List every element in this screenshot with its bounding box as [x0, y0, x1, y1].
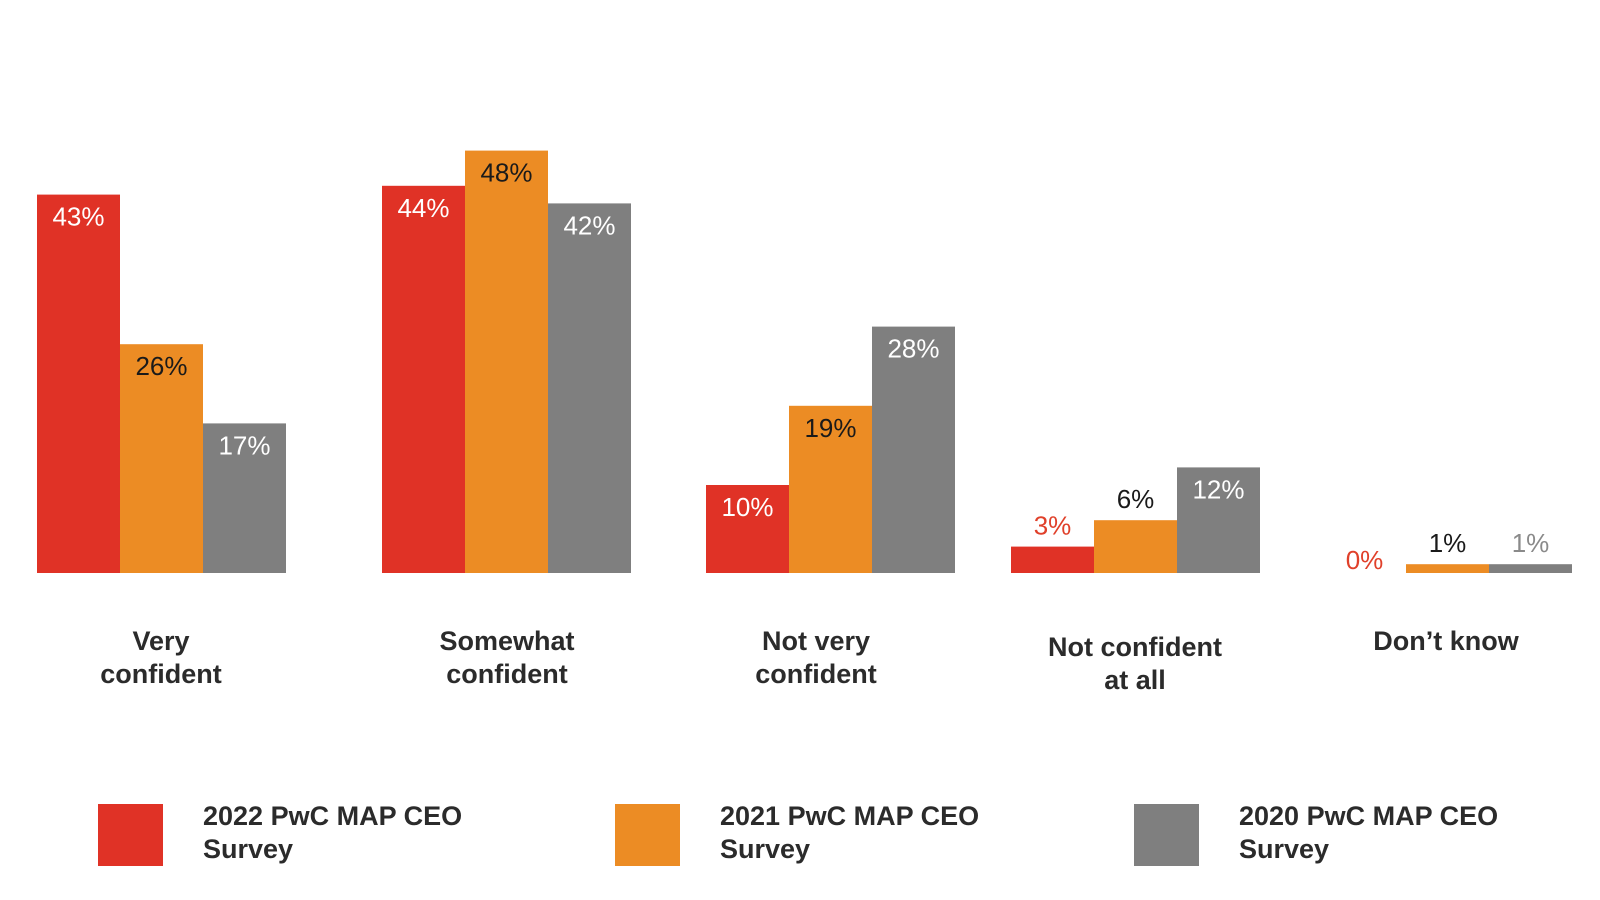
legend-label-2021-line1: 2021 PwC MAP CEO [720, 801, 980, 831]
category-label-4-line0: Don’t know [1373, 626, 1519, 656]
value-label-2022-cat2: 10% [721, 492, 773, 522]
bar-2021-cat0 [120, 344, 203, 573]
legend-label-2020-line2: Survey [1239, 834, 1330, 864]
category-label-1-line0: Somewhat [439, 626, 574, 656]
value-label-2021-cat2: 19% [804, 413, 856, 443]
value-label-2022-cat4: 0% [1346, 545, 1384, 575]
value-label-2020-cat4: 1% [1512, 528, 1550, 558]
value-label-2021-cat0: 26% [135, 351, 187, 381]
legend-label-2020: 2020 PwC MAP CEO Survey [1239, 800, 1539, 866]
bar-2020-cat2 [872, 326, 955, 573]
bar-2020-cat4 [1489, 564, 1572, 573]
bar-2022-cat1 [382, 185, 465, 574]
value-labels-layer: 43% 26% 17% 44% 48% 42% 10% 19% 28% 3% 6% 12% 0% 1% 1% [52, 158, 1549, 575]
category-label-1-line1: confident [446, 659, 568, 689]
legend-label-2022-line2: Survey [203, 834, 294, 864]
bar-2021-cat3 [1094, 520, 1177, 573]
category-label-2-line0: Not very [762, 626, 870, 656]
value-label-2020-cat0: 17% [218, 430, 270, 460]
value-label-2021-cat3: 6% [1117, 484, 1155, 514]
bar-2022-cat3 [1011, 546, 1094, 573]
value-label-2022-cat1: 44% [397, 193, 449, 223]
legend-label-2022-line1: 2022 PwC MAP CEO [203, 801, 463, 831]
bars-layer [37, 150, 1572, 574]
value-label-2022-cat3: 3% [1034, 511, 1072, 541]
bar-2021-cat1 [465, 150, 548, 573]
bar-2020-cat1 [548, 203, 631, 573]
bar-2022-cat2 [706, 485, 789, 573]
category-label-3-line0: Not confident [1048, 632, 1222, 662]
category-label-0-line1: confident [100, 659, 222, 689]
value-label-2020-cat3: 12% [1192, 474, 1244, 504]
bar-2020-cat0 [203, 423, 286, 573]
legend-swatch-2020 [1134, 804, 1199, 866]
value-label-2020-cat1: 42% [563, 210, 615, 240]
legend: 2022 PwC MAP CEO Survey 2021 PwC MAP CEO… [0, 800, 1600, 870]
legend-swatch-2022 [98, 804, 163, 866]
bar-2020-cat3 [1177, 467, 1260, 573]
legend-label-2021-line2: Survey [720, 834, 811, 864]
legend-label-2021: 2021 PwC MAP CEO Survey [720, 800, 1020, 866]
category-label-3-line1: at all [1104, 665, 1166, 695]
value-label-2020-cat2: 28% [887, 334, 939, 364]
bar-2021-cat2 [789, 405, 872, 573]
bar-2021-cat4 [1406, 564, 1489, 573]
value-label-2021-cat4: 1% [1429, 528, 1467, 558]
legend-swatch-2021 [615, 804, 680, 866]
legend-label-2020-line1: 2020 PwC MAP CEO [1239, 801, 1499, 831]
value-label-2021-cat1: 48% [480, 158, 532, 188]
category-label-2-line1: confident [755, 659, 877, 689]
category-label-0-line0: Very [132, 626, 189, 656]
legend-label-2022: 2022 PwC MAP CEO Survey [203, 800, 503, 866]
value-label-2022-cat0: 43% [52, 202, 104, 232]
bar-2022-cat0 [37, 194, 120, 573]
